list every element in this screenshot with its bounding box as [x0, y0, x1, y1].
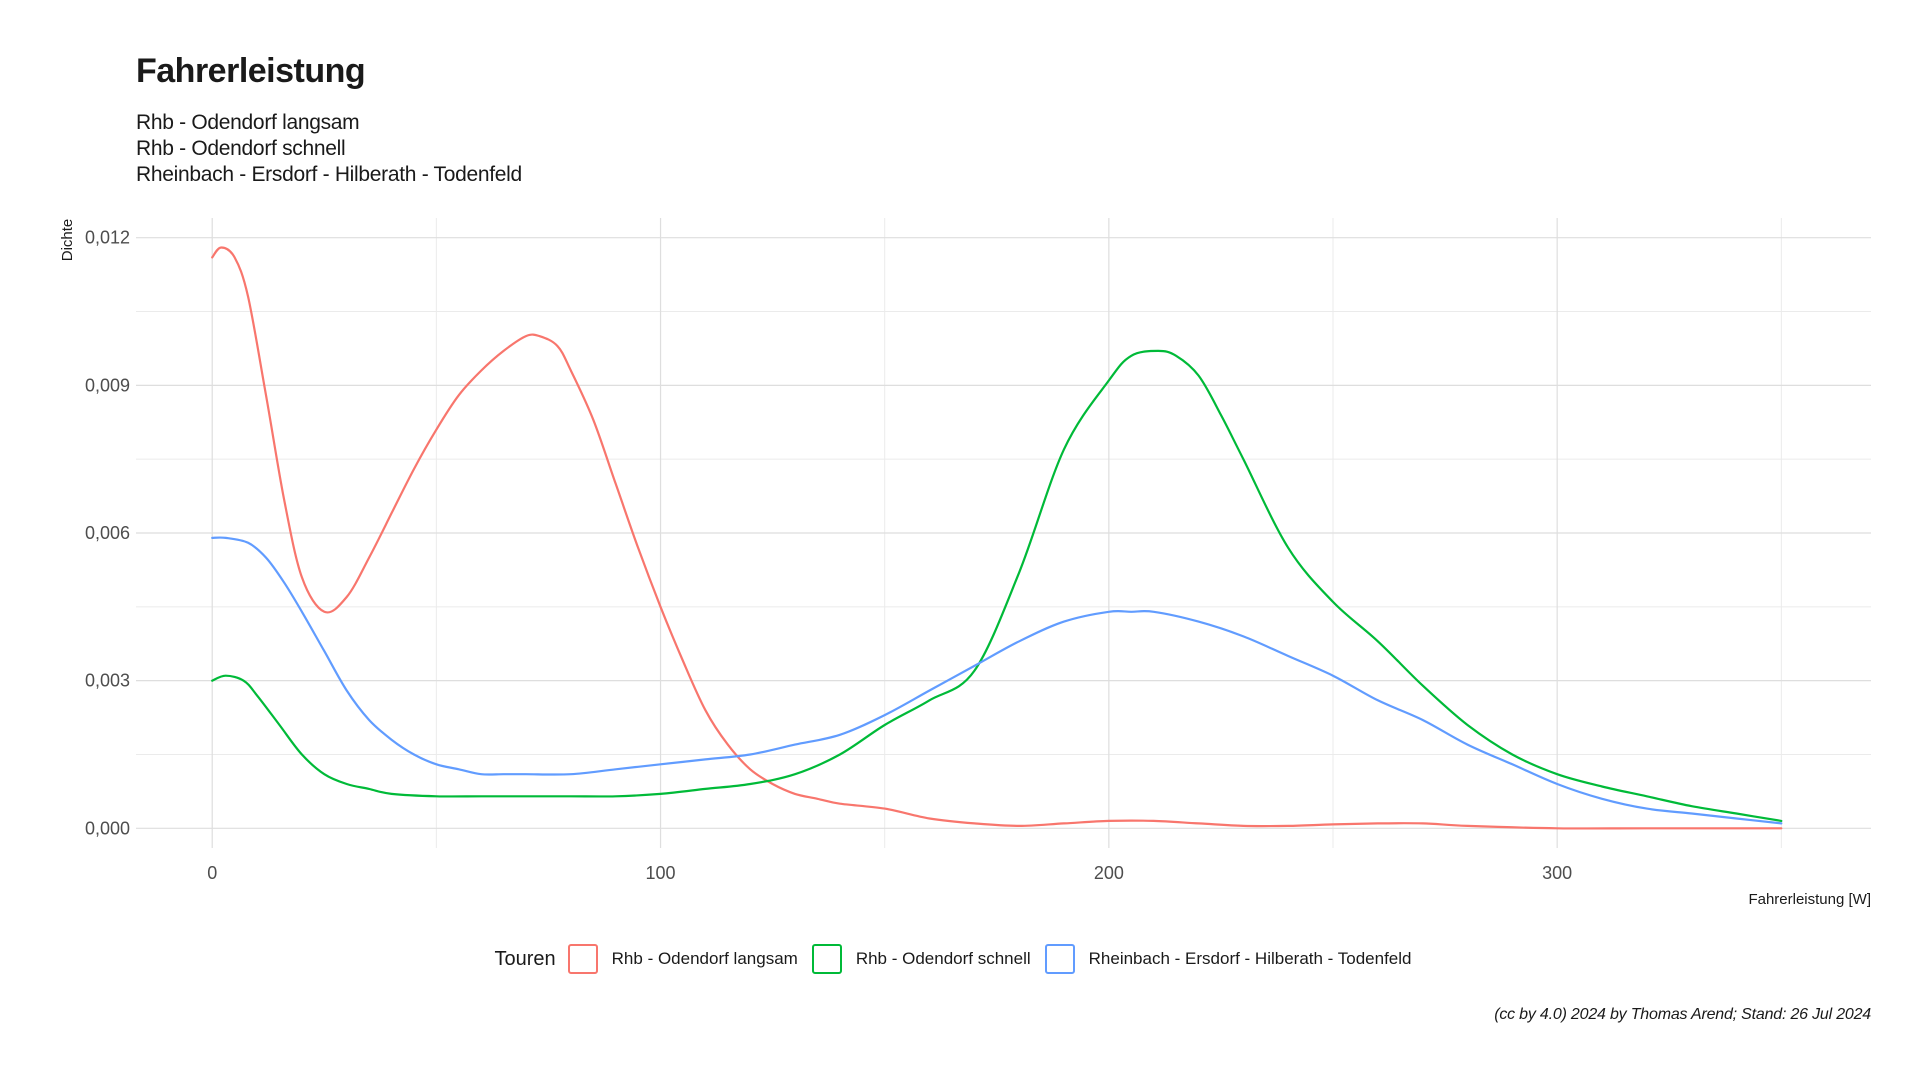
legend-label-fast: Rhb - Odendorf schnell: [855, 949, 1031, 968]
y-axis-label: Dichte: [59, 219, 76, 262]
y-tick-label: 0,012: [85, 228, 130, 248]
legend-key-todenfeld: [1044, 944, 1075, 974]
subtitle-line-3: Rheinbach - Ersdorf - Hilberath - Todenf…: [136, 163, 522, 186]
caption: (cc by 4.0) 2024 by Thomas Arend; Stand:…: [1494, 1006, 1871, 1023]
series-layer: [211, 246, 1783, 830]
y-tick-label: 0,003: [85, 671, 130, 691]
legend-item-slow[interactable]: Rhb - Odendorf langsam: [567, 944, 798, 974]
density-line-slow: [211, 246, 1783, 830]
grid-major: [136, 218, 1871, 848]
legend-key-slow: [567, 944, 598, 974]
y-tick-label: 0,009: [85, 375, 130, 395]
legend-label-todenfeld: Rheinbach - Ersdorf - Hilberath - Todenf…: [1088, 949, 1412, 968]
x-axis-label: Fahrerleistung [W]: [1748, 891, 1871, 908]
grid-minor: [136, 218, 1871, 848]
x-tick-label: 300: [1542, 863, 1572, 883]
subtitle-line-1: Rhb - Odendorf langsam: [136, 111, 360, 134]
density-line-fast: [211, 349, 1783, 822]
legend: Touren Rhb - Odendorf langsam Rhb - Oden…: [0, 944, 1920, 974]
legend-title: Touren: [494, 947, 556, 970]
density-line-todenfeld: [211, 536, 1783, 825]
y-tick-label: 0,006: [85, 523, 130, 543]
x-tick-label: 0: [207, 863, 217, 883]
legend-item-todenfeld[interactable]: Rheinbach - Ersdorf - Hilberath - Todenf…: [1044, 944, 1412, 974]
chart-title: Fahrerleistung: [136, 52, 366, 90]
chart-subtitle: Rhb - Odendorf langsam Rhb - Odendorf sc…: [136, 110, 522, 188]
legend-label-slow: Rhb - Odendorf langsam: [611, 949, 798, 968]
ticks-layer: 0 100 200 300 0,000 0,003 0,006 0,009 0,012: [85, 228, 1572, 883]
y-tick-label: 0,000: [85, 818, 130, 838]
x-tick-label: 200: [1094, 863, 1124, 883]
legend-key-fast: [811, 944, 842, 974]
x-tick-label: 100: [646, 863, 676, 883]
subtitle-line-2: Rhb - Odendorf schnell: [136, 137, 346, 160]
legend-item-fast[interactable]: Rhb - Odendorf schnell: [811, 944, 1031, 974]
